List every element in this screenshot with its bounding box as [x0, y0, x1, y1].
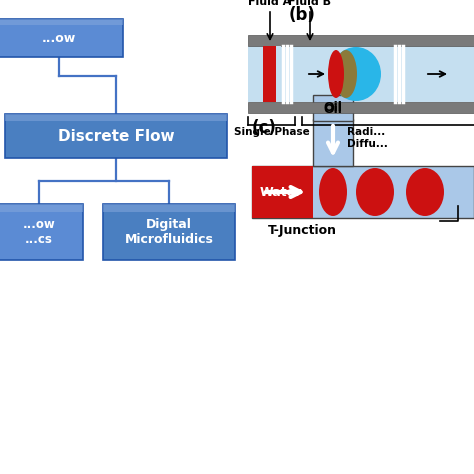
Bar — [103, 204, 235, 260]
Text: Fluid A: Fluid A — [248, 0, 292, 7]
Ellipse shape — [331, 47, 381, 101]
Ellipse shape — [335, 50, 357, 98]
Text: ...ow
...cs: ...ow ...cs — [23, 218, 55, 246]
Text: Water: Water — [260, 185, 302, 199]
Text: Oil: Oil — [324, 101, 342, 114]
Bar — [248, 102, 474, 113]
Bar — [313, 95, 353, 121]
Bar — [313, 119, 353, 166]
Text: Discrete Flow: Discrete Flow — [58, 128, 174, 144]
Text: Single Phase: Single Phase — [234, 127, 310, 137]
Ellipse shape — [356, 168, 394, 216]
Bar — [252, 166, 313, 218]
Bar — [103, 204, 235, 212]
Ellipse shape — [328, 50, 344, 98]
Bar — [5, 114, 227, 120]
Text: Fluid B: Fluid B — [289, 0, 331, 7]
Bar — [0, 19, 123, 57]
Bar — [248, 46, 474, 102]
Ellipse shape — [406, 168, 444, 216]
Text: Digital
Microfluidics: Digital Microfluidics — [125, 218, 213, 246]
Bar — [0, 19, 123, 25]
Text: (c): (c) — [252, 119, 277, 137]
Bar — [0, 204, 83, 212]
Ellipse shape — [319, 168, 347, 216]
Text: (b): (b) — [289, 6, 315, 24]
Text: Oil: Oil — [324, 102, 342, 116]
Text: T-Junction: T-Junction — [268, 224, 337, 237]
Bar — [263, 46, 276, 102]
Text: ...ow: ...ow — [42, 31, 76, 45]
Text: Radi...
Diffu...: Radi... Diffu... — [347, 127, 388, 149]
Bar — [5, 114, 227, 158]
Bar — [252, 166, 474, 218]
Bar — [276, 46, 281, 102]
Bar — [248, 35, 474, 46]
Bar — [0, 204, 83, 260]
